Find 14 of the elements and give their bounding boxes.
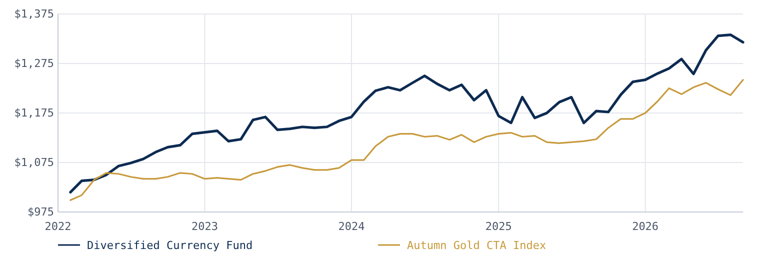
y-tick-label: $1,375: [14, 8, 54, 21]
x-tick-label: 2023: [191, 220, 218, 233]
x-tick-label: 2025: [485, 220, 512, 233]
line-series: [70, 79, 744, 201]
x-tick-label: 2022: [44, 220, 72, 233]
y-tick-label: $1,275: [14, 57, 54, 70]
x-tick-label: 2024: [338, 220, 366, 233]
legend-label: Diversified Currency Fund: [87, 239, 253, 252]
line-series: [69, 33, 744, 194]
y-tick-label: $1,175: [14, 106, 54, 120]
y-tick-label: $1,075: [14, 156, 54, 170]
legend-label: Autumn Gold CTA Index: [407, 239, 546, 252]
y-tick-label: $975: [28, 206, 54, 219]
x-tick-label: 2026: [632, 220, 659, 233]
